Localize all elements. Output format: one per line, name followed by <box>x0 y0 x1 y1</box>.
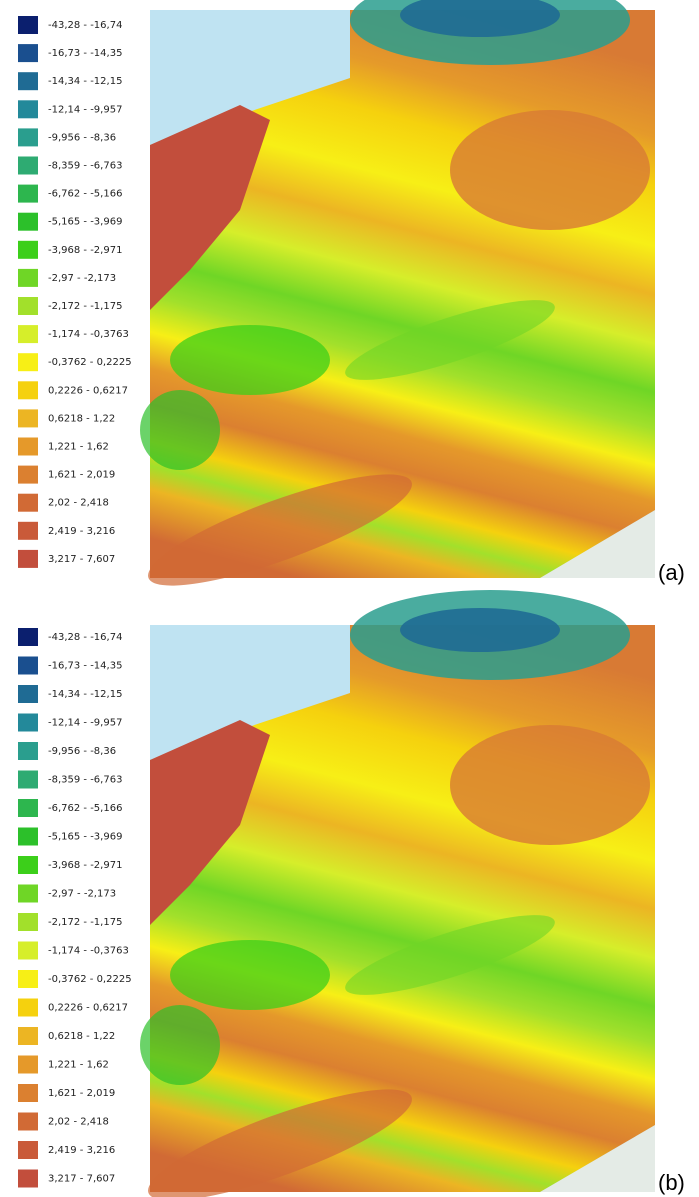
legend-label: -1,174 - -0,3763 <box>48 946 129 957</box>
legend-label: -16,73 - -14,35 <box>48 48 122 59</box>
legend-label: -43,28 - -16,74 <box>48 20 122 31</box>
legend-label: -8,359 - -6,763 <box>48 775 122 786</box>
legend-label: 0,2226 - 0,6217 <box>48 385 128 396</box>
legend-label: -5,165 - -3,969 <box>48 832 122 843</box>
legend-swatch <box>18 241 38 259</box>
legend-label: -14,34 - -12,15 <box>48 689 122 700</box>
panel: -43,28 - -16,74 -16,73 - -14,35 -14,34 - -… <box>18 0 685 606</box>
legend-swatch <box>18 828 38 846</box>
legend-label: 0,6218 - 1,22 <box>48 413 115 424</box>
legend-swatch <box>18 1056 38 1074</box>
legend-label: -6,762 - -5,166 <box>48 803 122 814</box>
legend-label: -3,968 - -2,971 <box>48 245 122 256</box>
legend-swatch <box>18 999 38 1017</box>
legend-label: 2,02 - 2,418 <box>48 498 109 509</box>
panel-label: (b) <box>658 1170 685 1195</box>
map <box>138 590 655 1197</box>
legend-swatch <box>18 685 38 703</box>
legend-label: 3,217 - 7,607 <box>48 1174 115 1185</box>
legend-label: -43,28 - -16,74 <box>48 632 122 643</box>
legend-swatch <box>18 522 38 540</box>
legend-label: 1,221 - 1,62 <box>48 1060 109 1071</box>
legend-swatch <box>18 353 38 371</box>
legend-label: -9,956 - -8,36 <box>48 746 116 757</box>
legend-swatch <box>18 771 38 789</box>
legend-swatch <box>18 885 38 903</box>
legend-label: 0,6218 - 1,22 <box>48 1031 115 1042</box>
legend-swatch <box>18 325 38 343</box>
legend-swatch <box>18 550 38 568</box>
legend-label: 2,419 - 3,216 <box>48 1145 115 1156</box>
map-high-area <box>450 110 650 230</box>
legend-swatch <box>18 1141 38 1159</box>
panel-label: (a) <box>658 560 685 585</box>
legend-swatch <box>18 742 38 760</box>
legend-swatch <box>18 213 38 231</box>
legend-label: -12,14 - -9,957 <box>48 718 122 729</box>
legend-label: 2,02 - 2,418 <box>48 1117 109 1128</box>
legend-label: -6,762 - -5,166 <box>48 189 122 200</box>
legend-label: -0,3762 - 0,2225 <box>48 974 132 985</box>
legend-swatch <box>18 16 38 34</box>
map-deep-area <box>400 608 560 652</box>
legend-swatch <box>18 657 38 675</box>
legend-swatch <box>18 714 38 732</box>
legend-swatch <box>18 494 38 512</box>
map <box>138 0 655 606</box>
legend-label: -2,172 - -1,175 <box>48 917 122 928</box>
legend-swatch <box>18 100 38 118</box>
legend-label: 1,221 - 1,62 <box>48 442 109 453</box>
legend-swatch <box>18 628 38 646</box>
legend-label: -12,14 - -9,957 <box>48 104 122 115</box>
legend-label: 3,217 - 7,607 <box>48 554 115 565</box>
legend-label: 0,2226 - 0,6217 <box>48 1003 128 1014</box>
legend-swatch <box>18 1170 38 1188</box>
legend-label: -5,165 - -3,969 <box>48 217 122 228</box>
legend-swatch <box>18 466 38 484</box>
legend-swatch <box>18 409 38 427</box>
legend-swatch <box>18 438 38 456</box>
legend-swatch <box>18 856 38 874</box>
legend-label: -16,73 - -14,35 <box>48 661 122 672</box>
legend-label: 2,419 - 3,216 <box>48 526 115 537</box>
map-low-area <box>140 390 220 470</box>
legend-label: 1,621 - 2,019 <box>48 470 115 481</box>
legend-swatch <box>18 970 38 988</box>
legend-label: -9,956 - -8,36 <box>48 132 116 143</box>
legend-label: 1,621 - 2,019 <box>48 1088 115 1099</box>
legend-swatch <box>18 913 38 931</box>
legend-swatch <box>18 44 38 62</box>
legend-swatch <box>18 297 38 315</box>
legend-label: -8,359 - -6,763 <box>48 161 122 172</box>
legend-label: -2,97 - -2,173 <box>48 273 116 284</box>
legend-swatch <box>18 942 38 960</box>
legend-swatch <box>18 1027 38 1045</box>
legend-label: -2,97 - -2,173 <box>48 889 116 900</box>
map-low-area <box>170 325 330 395</box>
legend-label: -0,3762 - 0,2225 <box>48 357 132 368</box>
legend-swatch <box>18 381 38 399</box>
legend-label: -3,968 - -2,971 <box>48 860 122 871</box>
legend-swatch <box>18 1113 38 1131</box>
legend-swatch <box>18 799 38 817</box>
map-low-area <box>170 940 330 1010</box>
legend-swatch <box>18 185 38 203</box>
map-high-area <box>450 725 650 845</box>
legend-swatch <box>18 157 38 175</box>
legend-swatch <box>18 72 38 90</box>
legend-label: -14,34 - -12,15 <box>48 76 122 87</box>
legend-swatch <box>18 128 38 146</box>
map-low-area <box>140 1005 220 1085</box>
panel: -43,28 - -16,74 -16,73 - -14,35 -14,34 - -… <box>18 590 685 1197</box>
figure: -43,28 - -16,74 -16,73 - -14,35 -14,34 - -… <box>0 0 699 1197</box>
legend-swatch <box>18 1084 38 1102</box>
legend-label: -2,172 - -1,175 <box>48 301 122 312</box>
legend-label: -1,174 - -0,3763 <box>48 329 129 340</box>
legend-swatch <box>18 269 38 287</box>
